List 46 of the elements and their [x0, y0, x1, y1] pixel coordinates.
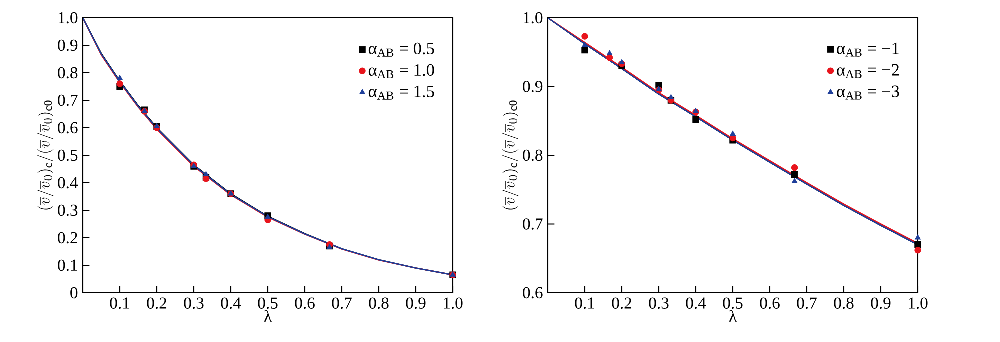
x-tick-label: 0.9 [871, 298, 891, 310]
x-tick-label: 1.0 [444, 298, 463, 310]
y-tick-label: 0.3 [58, 204, 78, 216]
x-axis-title: λ [729, 310, 737, 322]
x-tick-label: 0.3 [649, 298, 669, 310]
x-tick-label: 0.6 [295, 298, 315, 310]
x-tick-label: 0.4 [686, 298, 706, 310]
x-tick-label: 0.9 [406, 298, 426, 310]
legend-label: α$_{AB}$ = 1.0 [368, 64, 434, 78]
x-tick-label: 0.8 [369, 298, 389, 310]
x-tick-label: 0.8 [834, 298, 854, 310]
y-axis-title: $(\overline{v}/\overline{v}_{0})_{\mathrm{c}}/(\overline{v}/\overline{v}_{0})_{\mathrm{c0}}$ [38, 100, 54, 210]
x-tick-label: 0.7 [332, 298, 352, 310]
y-tick-label: 0.5 [58, 150, 78, 162]
x-tick-label: 0.4 [221, 298, 242, 310]
legend-label: α$_{AB}$ = 1.5 [368, 86, 434, 100]
x-tick-label: 0.1 [110, 298, 130, 310]
legend-label: α$_{AB}$ = 0.5 [368, 42, 434, 57]
x-tick-label: 0.7 [797, 298, 817, 310]
y-tick-label: 0.6 [58, 122, 78, 134]
y-tick-label: 0.9 [523, 81, 543, 92]
x-tick-label: 0.5 [258, 298, 278, 310]
x-tick-label: 0.1 [575, 298, 594, 310]
y-tick-label: 1.0 [58, 12, 78, 24]
x-tick-label: 0.3 [184, 298, 204, 310]
y-tick-label: 0.8 [523, 150, 543, 162]
y-tick-label: 0.4 [58, 177, 78, 189]
legend-label: α$_{AB}$ = −3 [837, 86, 900, 100]
x-tick-label: 0.2 [612, 298, 632, 310]
y-tick-label: 0 [70, 287, 78, 299]
y-tick-label: 0.9 [58, 40, 78, 52]
y-tick-label: 0.7 [523, 218, 543, 230]
x-tick-label: 1.0 [909, 298, 928, 310]
x-axis-title: λ [264, 310, 272, 322]
y-tick-label: 0.8 [58, 67, 78, 79]
y-tick-label: 0.7 [58, 94, 78, 106]
x-tick-label: 0.6 [760, 298, 780, 310]
y-tick-label: 0.1 [58, 260, 78, 272]
y-tick-label: 0.6 [523, 287, 543, 299]
y-axis-title: $(\overline{v}/\overline{v}_{0})_{\mathrm{c}}/(\overline{v}/\overline{v}_{0})_{\mathrm{c0}}$ [502, 100, 519, 210]
legend-label: α$_{AB}$ = −1 [837, 42, 899, 57]
x-tick-label: 0.2 [147, 298, 167, 310]
legend-label: α$_{AB}$ = −2 [837, 64, 899, 78]
x-tick-label: 0.5 [723, 298, 743, 310]
y-tick-label: 0.2 [58, 232, 78, 244]
y-tick-label: 1.0 [524, 12, 543, 24]
